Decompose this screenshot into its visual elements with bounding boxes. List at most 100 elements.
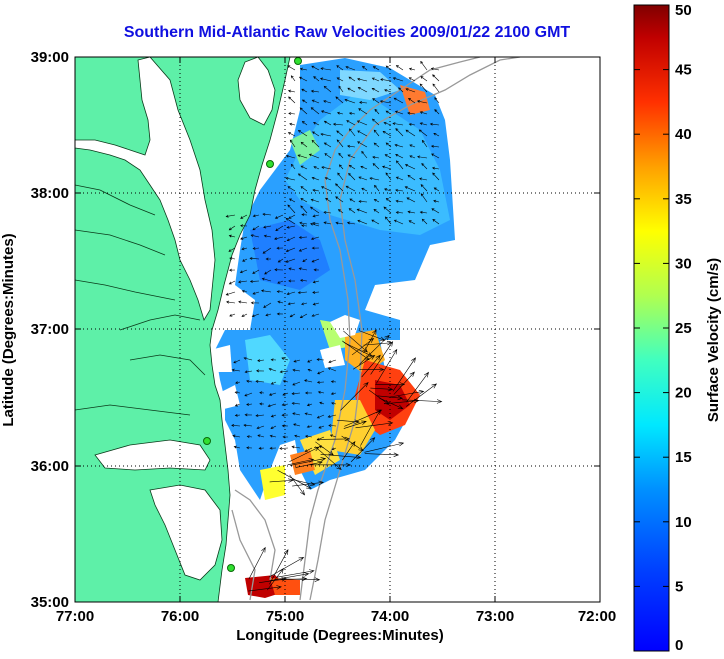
velocity-arrow: [261, 277, 272, 282]
velocity-arrow: [292, 412, 301, 416]
velocity-arrow: [269, 478, 294, 483]
velocity-arrow: [405, 88, 416, 93]
velocity-arrow: [291, 392, 301, 396]
velocity-arrow: [346, 120, 356, 126]
velocity-arrow: [294, 434, 301, 438]
velocity-arrow: [228, 234, 236, 238]
velocity-arrow: [408, 98, 416, 104]
velocity-arrow: [231, 368, 241, 372]
longitude-tick-labels: 77:00 76:00 75:00 74:00 73:00 72:00: [56, 608, 616, 625]
velocity-vectors: [225, 60, 443, 592]
velocity-arrow: [392, 122, 404, 126]
lat-tick-label: 39:00: [31, 49, 69, 66]
velocity-arrow: [433, 199, 440, 203]
velocity-arrow: [349, 128, 356, 137]
velocity-arrow: [338, 85, 344, 93]
velocity-arrow: [305, 391, 313, 395]
velocity-arrow: [299, 278, 308, 282]
velocity-arrow: [234, 413, 241, 417]
velocity-arrow: [348, 164, 356, 170]
velocity-arrow: [299, 313, 308, 319]
velocity-arrow: [348, 111, 356, 115]
map-grid: [75, 57, 600, 602]
velocity-arrow: [357, 130, 368, 137]
velocity-arrow: [434, 97, 440, 104]
velocity-arrow: [316, 380, 325, 384]
velocity-arrow: [370, 386, 394, 392]
velocity-arrow: [263, 234, 272, 238]
velocity-arrow: [300, 186, 308, 192]
velocity-arrow: [394, 143, 404, 148]
velocity-arrow: [315, 441, 335, 456]
velocity-arrow: [276, 246, 284, 250]
velocity-arrow: [432, 218, 440, 225]
velocity-arrow: [408, 220, 416, 225]
velocity-arrow: [340, 381, 369, 411]
velocity-arrow: [310, 198, 320, 203]
velocity-arrow: [359, 367, 385, 372]
velocity-arrow: [249, 279, 260, 283]
velocity-arrow: [352, 355, 376, 370]
velocity-arrow: [250, 234, 260, 238]
velocity-arrow: [335, 196, 344, 203]
velocity-arrow: [301, 88, 308, 93]
velocity-arrow: [323, 120, 332, 126]
velocity-arrow: [292, 381, 301, 386]
colorbar-tick-label: 15: [675, 449, 692, 466]
velocity-arrow: [359, 101, 368, 104]
lon-tick-label: 77:00: [56, 608, 94, 625]
velocity-arrow: [282, 392, 289, 396]
velocity-arrow: [347, 87, 356, 93]
velocity-arrow: [269, 446, 277, 450]
velocity-arrow: [276, 290, 284, 294]
velocity-arrow: [361, 354, 381, 378]
velocity-arrow: [336, 111, 344, 115]
velocity-arrow: [241, 289, 248, 293]
velocity-arrow: [345, 185, 356, 192]
velocity-arrow: [395, 211, 404, 214]
velocity-arrow: [372, 155, 380, 159]
velocity-arrow: [430, 144, 440, 148]
velocity-arrow: [239, 269, 248, 274]
velocity-arrow: [395, 176, 404, 181]
velocity-arrow: [336, 419, 360, 424]
velocity-arrow: [263, 225, 272, 229]
velocity-arrow: [337, 172, 344, 181]
colorbar-tick-label: 30: [675, 255, 692, 272]
velocity-arrow: [330, 392, 337, 396]
velocity-arrow: [310, 107, 320, 115]
velocity-arrow: [392, 357, 416, 392]
bathymetry-contours: [231, 57, 521, 601]
velocity-arrow: [311, 99, 320, 104]
velocity-arrow: [421, 139, 428, 148]
rivers: [75, 184, 206, 416]
velocity-arrow: [298, 235, 308, 239]
lon-tick-label: 74:00: [371, 608, 409, 625]
velocity-arrow: [298, 267, 308, 271]
velocity-arrow: [374, 184, 380, 192]
colorbar-tick-label: 50: [675, 2, 692, 19]
velocity-arrow: [416, 100, 428, 104]
x-axis-label: Longitude (Degrees:Minutes): [236, 627, 444, 644]
velocity-arrow: [325, 197, 332, 203]
velocity-arrow: [249, 256, 260, 260]
velocity-arrow: [408, 122, 416, 126]
velocity-arrow: [285, 154, 296, 159]
velocity-field: [215, 58, 455, 598]
velocity-arrow: [389, 389, 425, 398]
velocity-arrow: [432, 74, 440, 82]
colorbar-tick-label: 45: [675, 62, 692, 79]
velocity-arrow: [301, 302, 308, 306]
velocity-arrow: [395, 199, 404, 203]
velocity-arrow: [358, 199, 368, 203]
velocity-arrow: [336, 77, 344, 82]
velocity-arrow: [308, 153, 320, 159]
velocity-arrow: [299, 221, 308, 225]
velocity-arrow: [393, 219, 404, 225]
station-marker: [227, 564, 235, 572]
velocity-arrow: [259, 391, 265, 395]
velocity-arrow: [301, 121, 308, 126]
velocity-arrow: [297, 154, 308, 159]
velocity-arrow: [342, 440, 356, 461]
velocity-arrow: [408, 77, 416, 82]
